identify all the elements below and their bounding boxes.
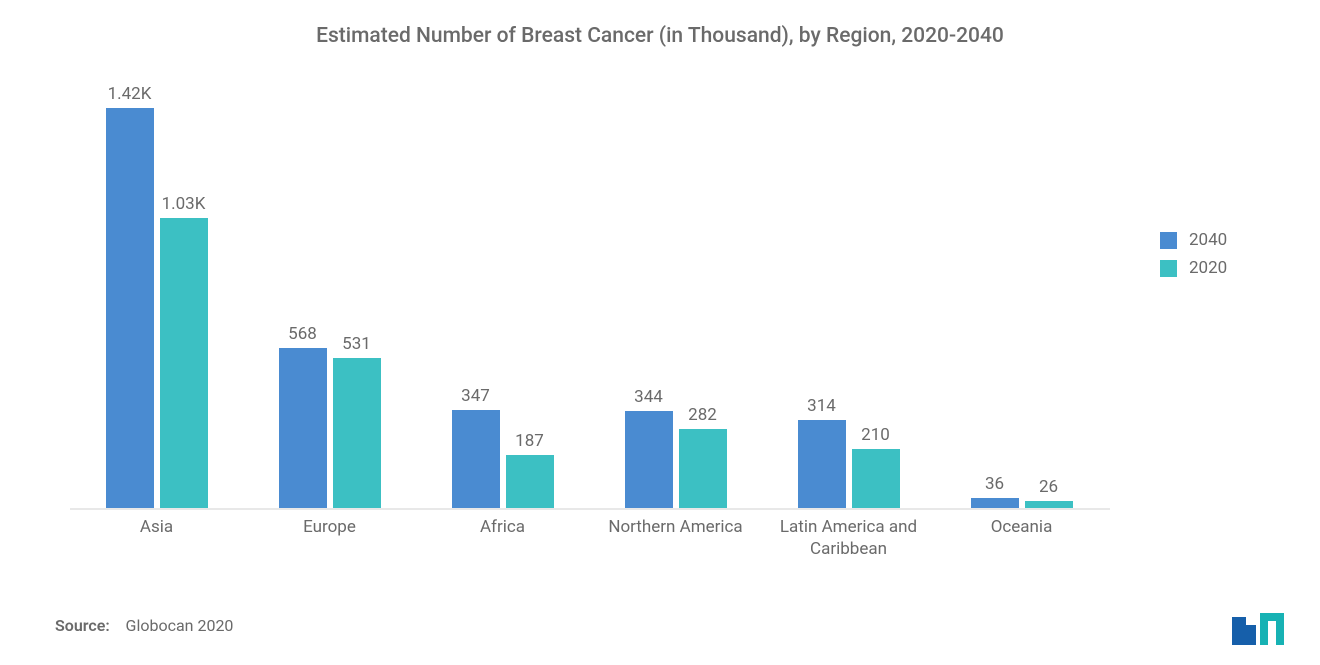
bar-2020: 531 (333, 358, 381, 508)
legend-swatch (1160, 232, 1177, 249)
legend-label: 2020 (1189, 258, 1227, 278)
category-label: Oceania (935, 516, 1108, 538)
bar-value-label: 1.03K (160, 194, 208, 214)
bar-value-label: 347 (452, 386, 500, 406)
source-label: Source: (55, 616, 110, 635)
bar-2020: 26 (1025, 501, 1073, 508)
bar-value-label: 187 (506, 431, 554, 451)
bar-2020: 1.03K (160, 218, 208, 508)
plot-area: 1.42K1.03K5685313471873442823142103626 (70, 110, 1110, 510)
category-label: Northern America (589, 516, 762, 538)
legend: 2040 2020 (1160, 230, 1290, 286)
bar-2020: 187 (506, 455, 554, 508)
legend-label: 2040 (1189, 230, 1227, 250)
bar-value-label: 210 (852, 425, 900, 445)
bar-group: 344282 (589, 108, 762, 508)
bar-group: 1.42K1.03K (70, 108, 243, 508)
category-label: Europe (243, 516, 416, 538)
source-line: Source: Globocan 2020 (55, 616, 233, 635)
bar-value-label: 1.42K (106, 84, 154, 104)
bar-group: 314210 (762, 108, 935, 508)
legend-item: 2040 (1160, 230, 1290, 250)
bar-value-label: 531 (333, 334, 381, 354)
category-label: Asia (70, 516, 243, 538)
bar-group: 36 26 (935, 108, 1108, 508)
bar-group: 568531 (243, 108, 416, 508)
bar-2040: 1.42K (106, 108, 154, 508)
bar-2020: 210 (852, 449, 900, 508)
source-text: Globocan 2020 (126, 616, 234, 635)
chart-area: 1.42K1.03K5685313471873442823142103626 A… (70, 110, 1110, 540)
bar-2040: 568 (279, 348, 327, 508)
legend-item: 2020 (1160, 258, 1290, 278)
brand-logo (1230, 611, 1290, 647)
bar-value-label: 26 (1025, 477, 1073, 497)
category-label: Latin America and Caribbean (762, 516, 935, 560)
bar-2040: 344 (625, 411, 673, 508)
bar-2040: 36 (971, 498, 1019, 508)
bar-value-label: 36 (971, 474, 1019, 494)
bar-2040: 347 (452, 410, 500, 508)
category-label: Africa (416, 516, 589, 538)
legend-swatch (1160, 260, 1177, 277)
bar-value-label: 568 (279, 324, 327, 344)
bar-value-label: 282 (679, 405, 727, 425)
bar-group: 347187 (416, 108, 589, 508)
chart-title: Estimated Number of Breast Cancer (in Th… (0, 24, 1320, 48)
bar-value-label: 314 (798, 396, 846, 416)
bar-2040: 314 (798, 420, 846, 508)
bar-value-label: 344 (625, 387, 673, 407)
bar-2020: 282 (679, 429, 727, 508)
